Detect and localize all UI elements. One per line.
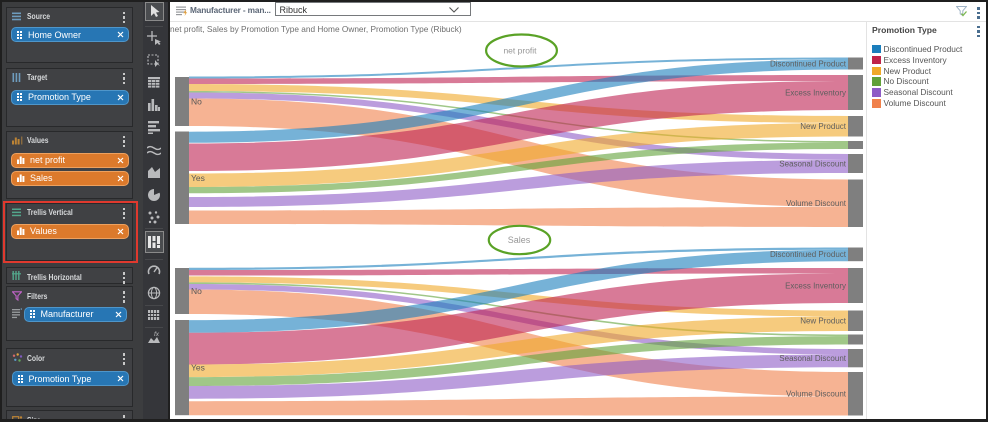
svg-text:fx: fx — [154, 331, 160, 338]
svg-text:New Product: New Product — [800, 122, 847, 131]
svg-text:Yes: Yes — [191, 173, 205, 183]
svg-text:net profit: net profit — [503, 46, 537, 56]
svg-text:Volume Discount: Volume Discount — [786, 390, 847, 399]
svg-text:New Product: New Product — [800, 317, 847, 326]
svg-text:Discontinued Product: Discontinued Product — [770, 59, 847, 68]
svg-text:Sales: Sales — [508, 235, 531, 245]
svg-text:Discontinued Product: Discontinued Product — [770, 250, 847, 259]
svg-text:Seasonal Discount: Seasonal Discount — [779, 354, 846, 363]
svg-text:Volume Discount: Volume Discount — [786, 199, 847, 208]
svg-text:No: No — [191, 97, 202, 107]
svg-text:Excess Inventory: Excess Inventory — [785, 88, 846, 97]
svg-text:No: No — [191, 286, 202, 296]
svg-text:Yes: Yes — [191, 363, 205, 373]
svg-text:Excess Inventory: Excess Inventory — [785, 281, 846, 290]
svg-text:Seasonal Discount: Seasonal Discount — [779, 159, 846, 168]
